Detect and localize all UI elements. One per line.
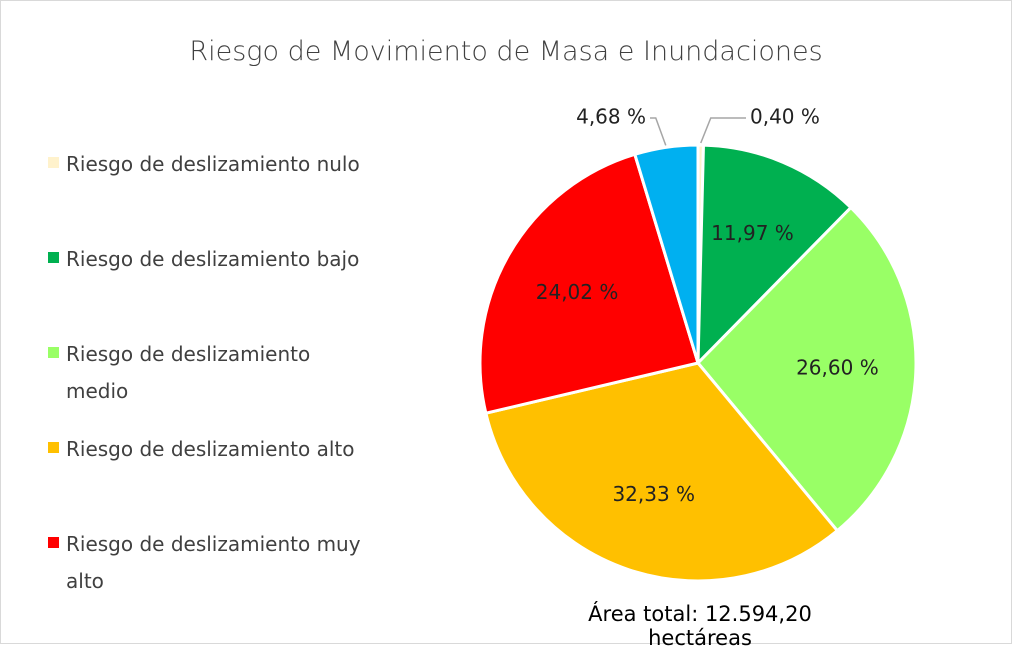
leader-line — [650, 117, 667, 146]
legend-label: Riesgo de deslizamiento medio — [66, 342, 311, 403]
legend-label: Riesgo de deslizamiento muy alto — [66, 532, 361, 593]
legend-swatch — [48, 252, 59, 263]
data-label: 0,40 % — [750, 105, 820, 129]
leader-line — [700, 117, 746, 144]
data-label: 4,68 % — [576, 105, 646, 129]
legend-swatch — [48, 537, 59, 548]
data-label: 11,97 % — [711, 221, 794, 245]
annotation: Área total: 12.594,20 hectáreas — [588, 602, 812, 650]
data-label: 26,60 % — [796, 355, 879, 379]
legend-label: Riesgo de deslizamiento bajo — [66, 247, 360, 271]
legend-swatch — [48, 347, 59, 358]
pie-slice — [484, 361, 840, 583]
pie-slice — [478, 152, 700, 416]
pie-slice — [695, 205, 918, 533]
legend-item: Riesgo de deslizamiento bajo — [48, 241, 378, 336]
legend: Riesgo de deslizamiento nulo Riesgo de de… — [48, 146, 378, 621]
legend-item: Riesgo de deslizamiento alto — [48, 431, 378, 526]
data-label: 32,33 % — [612, 482, 695, 506]
legend-item: Riesgo de deslizamiento medio — [48, 336, 378, 431]
pie-slice — [632, 143, 700, 364]
legend-item: Riesgo de deslizamiento nulo — [48, 146, 378, 241]
data-label: 24,02 % — [536, 280, 619, 304]
legend-swatch — [48, 442, 59, 453]
legend-label: Riesgo de deslizamiento alto — [66, 437, 355, 461]
chart-title: Riesgo de Movimiento de Masa e Inundacio… — [189, 36, 823, 67]
legend-item: Riesgo de deslizamiento muy alto — [48, 526, 378, 621]
pie-slice — [696, 143, 854, 367]
legend-swatch — [48, 157, 59, 168]
legend-label: Riesgo de deslizamiento nulo — [66, 152, 360, 176]
